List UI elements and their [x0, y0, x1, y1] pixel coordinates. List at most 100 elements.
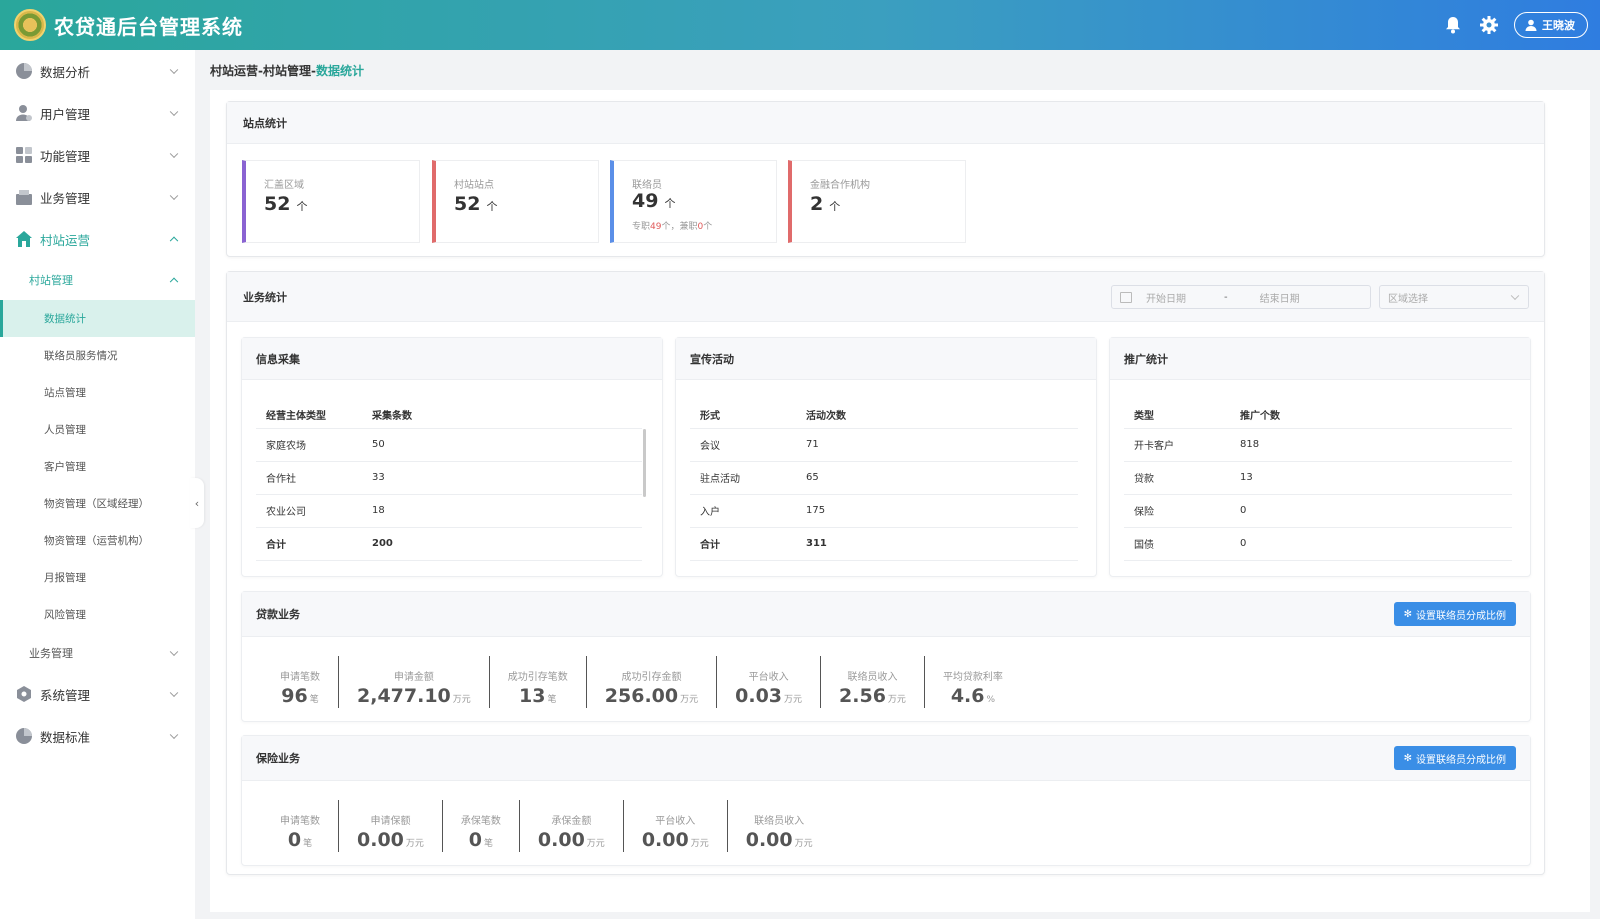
stat-label: 汇盖区域 — [264, 180, 304, 191]
app-title: 农贷通后台管理系统 — [54, 14, 243, 39]
house-icon — [14, 229, 34, 249]
sidebar-item-data-standard[interactable]: 数据标准 — [0, 715, 195, 757]
metric-apply-coverage: 申请保额 0.00 万元 — [339, 800, 443, 852]
button-label: 设置联络员分成比例 — [1416, 610, 1506, 622]
insurance-business-card: 保险业务 ✻ 设置联络员分成比例 申请笔数 0 笔 申请保额 0.00 万元 承保笔数 0… — [241, 735, 1531, 866]
date-range-picker[interactable]: 开始日期 - 结束日期 — [1111, 285, 1371, 309]
loan-metrics: 申请笔数 96 笔 申请金额 2,477.10 万元 成功引存笔数 13 笔 成功引存金额 2… — [262, 656, 1021, 708]
sidebar-item-material-region[interactable]: 物资管理（区域经理） — [44, 498, 149, 510]
main-content: 站点统计 汇盖区域 52 个 村站站点 52 个 联络员 49 个 专职49个，兼职0… — [210, 90, 1590, 912]
user-icon — [14, 103, 34, 123]
gear-icon: ✻ — [1403, 608, 1412, 620]
end-date-input[interactable]: 结束日期 — [1259, 293, 1300, 305]
sidebar-item-business-mgmt[interactable]: 业务管理 — [0, 176, 195, 218]
chevron-up-icon — [169, 236, 179, 246]
metric-liaison-income: 联络员收入 2.56 万元 — [821, 656, 925, 708]
card-title: 信息采集 — [242, 338, 662, 380]
sidebar-collapse-button[interactable]: ‹ — [190, 478, 204, 528]
promo-activities-table: 形式 活动次数 会议 71 驻点活动 65 入户 175 合计 311 — [690, 402, 1078, 561]
table-row: 贷款 13 — [1124, 461, 1512, 495]
sidebar-item-site-mgmt[interactable]: 站点管理 — [44, 387, 86, 399]
table-header: 推广个数 — [1230, 402, 1512, 429]
sidebar-item-customer-mgmt[interactable]: 客户管理 — [44, 461, 86, 473]
chevron-down-icon — [169, 730, 179, 740]
set-liaison-share-button[interactable]: ✻ 设置联络员分成比例 — [1393, 602, 1516, 626]
metric-apply-amount: 申请金额 2,477.10 万元 — [339, 656, 490, 708]
promo-activities-card: 宣传活动 形式 活动次数 会议 71 驻点活动 65 入户 175 合计 311 — [675, 337, 1097, 577]
stat-unit: 个 — [829, 200, 841, 213]
table-row: 入户 175 — [690, 494, 1078, 528]
metric-success-amount: 成功引存金额 256.00 万元 — [587, 656, 718, 708]
pie-chart-icon — [14, 61, 34, 81]
card-title: 贷款业务 — [256, 608, 300, 621]
gear-icon[interactable] — [1478, 14, 1500, 36]
table-row: 合作社 33 — [256, 461, 642, 495]
sidebar-item-system-mgmt[interactable]: 系统管理 — [0, 673, 195, 715]
card-title: 宣传活动 — [676, 338, 1096, 380]
gear-icon: ✻ — [1403, 752, 1412, 764]
sidebar-item-staff-mgmt[interactable]: 人员管理 — [44, 424, 86, 436]
sidebar-item-function-mgmt[interactable]: 功能管理 — [0, 134, 195, 176]
user-icon — [1525, 19, 1537, 31]
stat-unit: 个 — [664, 197, 676, 210]
hexagon-icon — [14, 684, 34, 704]
stat-label: 金融合作机构 — [810, 180, 870, 191]
user-menu-button[interactable]: 王晓波 — [1514, 12, 1588, 38]
submenu-village-station-mgmt[interactable]: 村站管理 — [0, 260, 195, 300]
submenu-business-mgmt[interactable]: 业务管理 — [0, 633, 195, 673]
sidebar-item-user-mgmt[interactable]: 用户管理 — [0, 92, 195, 134]
stat-village-sites: 村站站点 52 个 — [432, 160, 599, 243]
breadcrumb-current: 数据统计 — [315, 64, 364, 78]
stat-unit: 个 — [296, 200, 308, 213]
sidebar-item-label: 功能管理 — [40, 148, 91, 164]
submenu-label: 业务管理 — [29, 647, 73, 660]
bell-icon[interactable] — [1442, 14, 1464, 36]
info-collection-card: 信息采集 经营主体类型 采集条数 家庭农场 50 合作社 33 农业公司 18 合计 20… — [241, 337, 663, 577]
chevron-down-icon — [169, 107, 179, 117]
table-row: 驻点活动 65 — [690, 461, 1078, 495]
insurance-metrics: 申请笔数 0 笔 申请保额 0.00 万元 承保笔数 0 笔 承保金额 0.00 万元 平台收入… — [262, 800, 831, 852]
stat-value: 2 — [810, 193, 824, 215]
sidebar-item-material-org[interactable]: 物资管理（运营机构） — [44, 535, 149, 547]
metric-liaison-income: 联络员收入 0.00 万元 — [745, 816, 813, 851]
metric-apply-count: 申请笔数 0 笔 — [262, 800, 339, 852]
region-select[interactable]: 区域选择 — [1379, 285, 1529, 309]
stat-value: 52 — [264, 193, 291, 215]
set-liaison-share-button[interactable]: ✻ 设置联络员分成比例 — [1393, 746, 1516, 770]
sidebar-item-label: 村站运营 — [40, 232, 91, 248]
sidebar-item-label: 用户管理 — [40, 106, 91, 122]
table-header: 采集条数 — [362, 402, 642, 429]
table-row: 家庭农场 50 — [256, 428, 642, 462]
metric-avg-rate: 平均贷款利率 4.6% — [942, 672, 1003, 707]
metric-underwritten-amount: 承保金额 0.00 万元 — [520, 800, 624, 852]
pie-chart-icon — [14, 726, 34, 746]
chevron-down-icon — [169, 688, 179, 698]
metric-platform-income: 平台收入 0.03 万元 — [717, 656, 822, 708]
table-header: 经营主体类型 — [256, 402, 362, 429]
table-scrollbar[interactable] — [643, 429, 646, 497]
sidebar-item-liaison-service[interactable]: 联络员服务情况 — [44, 350, 118, 362]
sidebar-item-risk-mgmt[interactable]: 风险管理 — [44, 609, 86, 621]
region-select-placeholder: 区域选择 — [1388, 293, 1428, 305]
table-row: 会议 71 — [690, 428, 1078, 462]
user-name: 王晓波 — [1542, 19, 1575, 32]
sidebar-item-data-analysis[interactable]: 数据分析 — [0, 50, 195, 92]
top-header: 农贷通后台管理系统 王晓波 — [0, 0, 1600, 50]
button-label: 设置联络员分成比例 — [1416, 754, 1506, 766]
chevron-down-icon — [169, 65, 179, 75]
calendar-icon — [1120, 291, 1132, 303]
sidebar-item-monthly-report[interactable]: 月报管理 — [44, 572, 86, 584]
start-date-input[interactable]: 开始日期 — [1146, 293, 1186, 305]
card-title: 保险业务 — [256, 752, 300, 765]
sidebar-item-label: 业务管理 — [40, 190, 91, 206]
stat-label: 联络员 — [632, 180, 662, 191]
submenu-label: 村站管理 — [29, 274, 73, 287]
metric-underwritten-count: 承保笔数 0 笔 — [443, 800, 520, 852]
sidebar-item-data-stats[interactable]: 数据统计 — [0, 300, 195, 337]
table-row: 国债 0 — [1124, 527, 1512, 561]
table-row: 开卡客户 818 — [1124, 428, 1512, 462]
metric-apply-count: 申请笔数 96 笔 — [262, 656, 339, 708]
info-collection-table: 经营主体类型 采集条数 家庭农场 50 合作社 33 农业公司 18 合计 200 — [256, 402, 642, 561]
sidebar-item-village-ops[interactable]: 村站运营 — [0, 218, 195, 260]
